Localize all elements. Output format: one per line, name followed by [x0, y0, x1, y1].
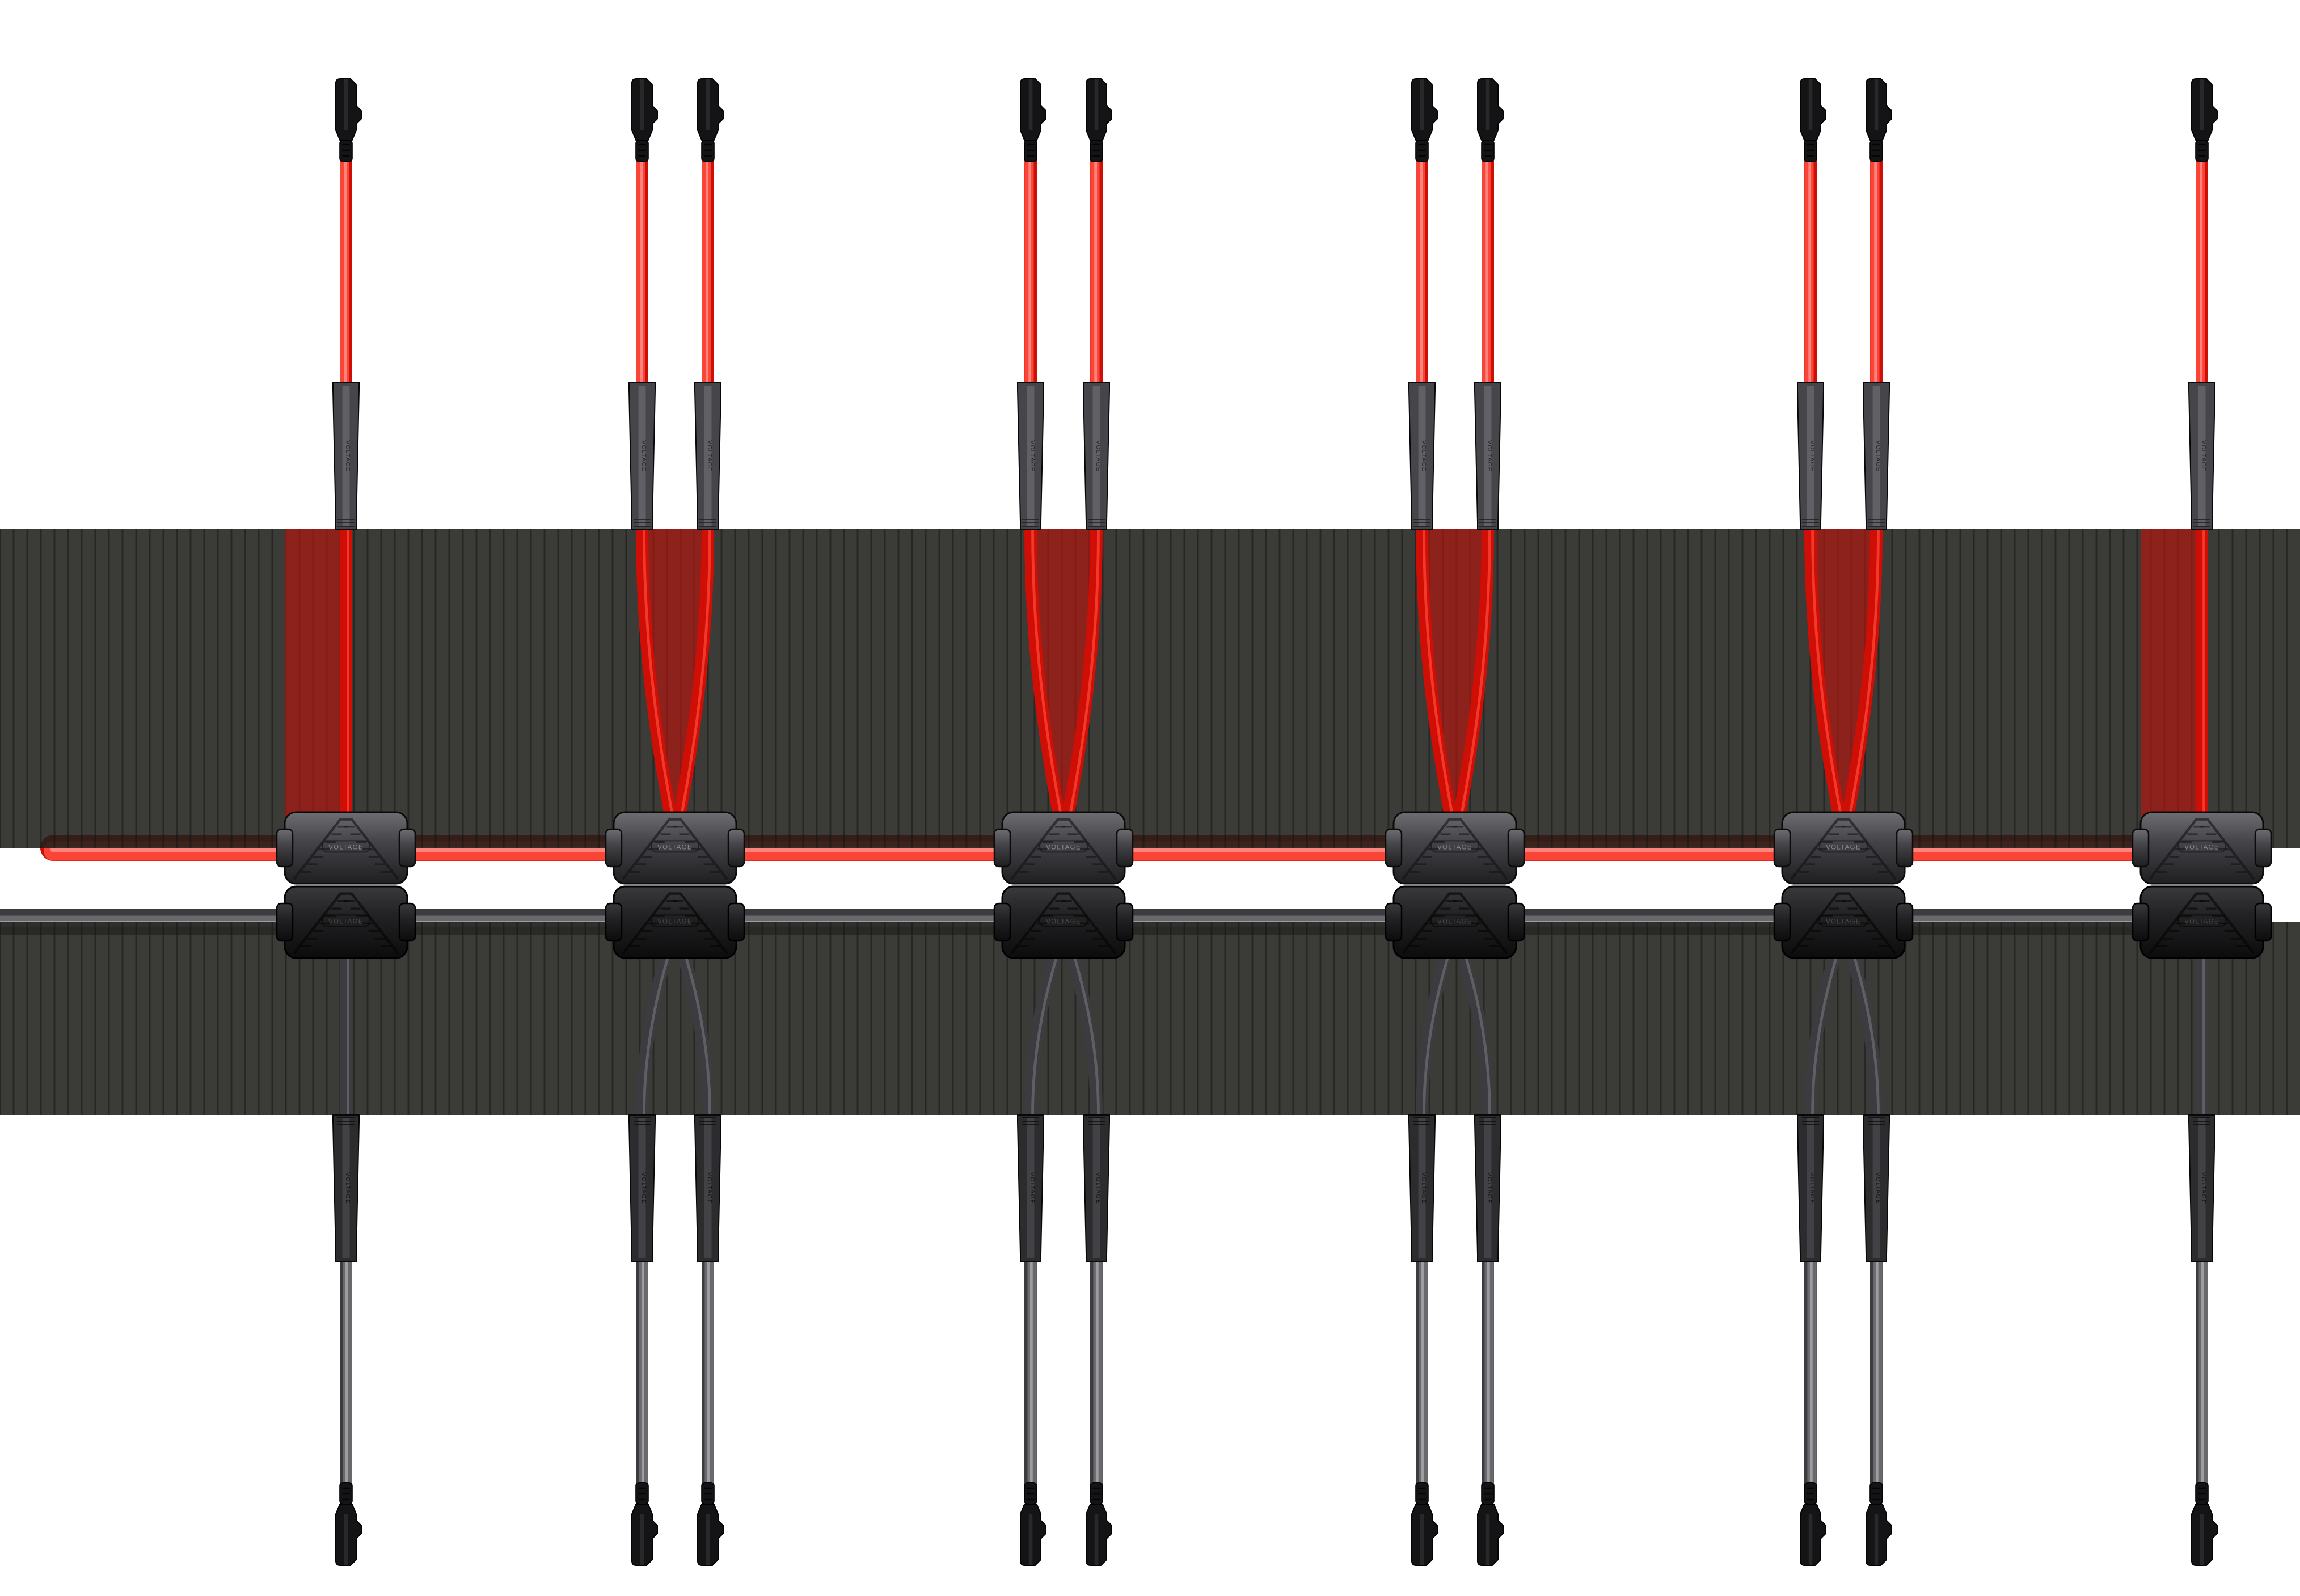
svg-text:VOLTAGE: VOLTAGE: [1095, 1172, 1102, 1204]
svg-text:VOLTAGE: VOLTAGE: [1437, 844, 1472, 851]
svg-text:VOLTAGE: VOLTAGE: [657, 844, 693, 851]
svg-text:VOLTAGE: VOLTAGE: [344, 440, 351, 472]
svg-text:VOLTAGE: VOLTAGE: [640, 440, 647, 472]
svg-text:VOLTAGE: VOLTAGE: [657, 918, 693, 925]
svg-text:VOLTAGE: VOLTAGE: [2184, 918, 2219, 925]
svg-text:VOLTAGE: VOLTAGE: [1875, 440, 1881, 472]
svg-text:VOLTAGE: VOLTAGE: [2200, 440, 2207, 472]
svg-text:VOLTAGE: VOLTAGE: [1437, 918, 1472, 925]
svg-text:VOLTAGE: VOLTAGE: [1046, 844, 1081, 851]
svg-text:VOLTAGE: VOLTAGE: [1420, 440, 1427, 472]
svg-text:VOLTAGE: VOLTAGE: [2200, 1172, 2207, 1204]
svg-text:VOLTAGE: VOLTAGE: [344, 1172, 351, 1204]
svg-text:VOLTAGE: VOLTAGE: [328, 918, 364, 925]
svg-text:VOLTAGE: VOLTAGE: [1809, 440, 1816, 472]
svg-text:VOLTAGE: VOLTAGE: [1420, 1172, 1427, 1204]
svg-text:VOLTAGE: VOLTAGE: [328, 844, 364, 851]
svg-text:VOLTAGE: VOLTAGE: [1486, 440, 1493, 472]
svg-text:VOLTAGE: VOLTAGE: [1029, 440, 1036, 472]
svg-text:VOLTAGE: VOLTAGE: [1029, 1172, 1036, 1204]
svg-text:VOLTAGE: VOLTAGE: [1046, 918, 1081, 925]
svg-text:VOLTAGE: VOLTAGE: [706, 440, 713, 472]
svg-text:VOLTAGE: VOLTAGE: [1486, 1172, 1493, 1204]
svg-text:VOLTAGE: VOLTAGE: [1809, 1172, 1816, 1204]
svg-text:VOLTAGE: VOLTAGE: [1875, 1172, 1881, 1204]
svg-text:VOLTAGE: VOLTAGE: [1095, 440, 1102, 472]
svg-text:VOLTAGE: VOLTAGE: [1826, 844, 1861, 851]
svg-text:VOLTAGE: VOLTAGE: [640, 1172, 647, 1204]
svg-text:VOLTAGE: VOLTAGE: [1826, 918, 1861, 925]
svg-text:VOLTAGE: VOLTAGE: [2184, 844, 2219, 851]
svg-text:VOLTAGE: VOLTAGE: [706, 1172, 713, 1204]
